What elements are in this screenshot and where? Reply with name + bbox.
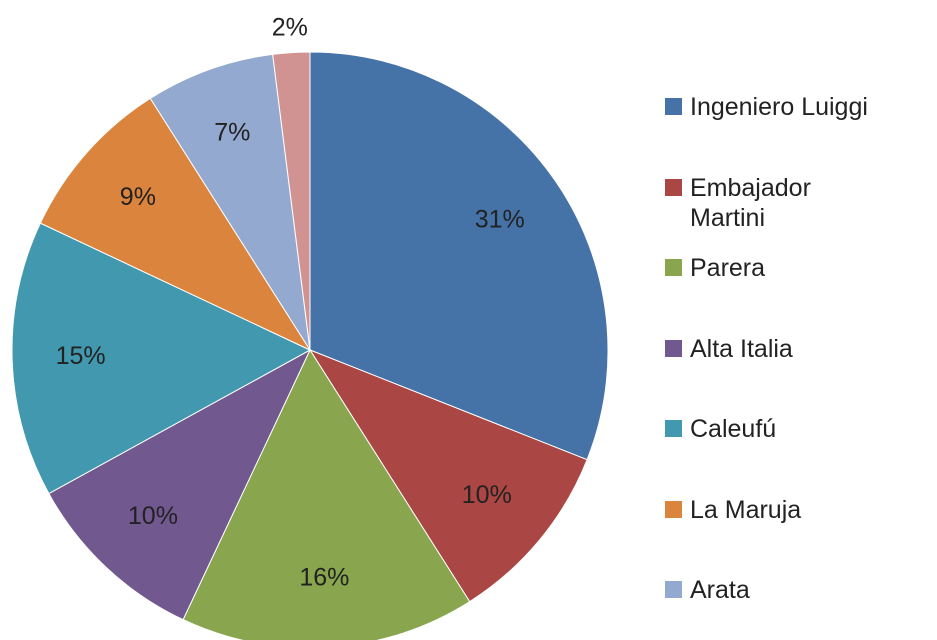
legend-swatch	[665, 420, 682, 437]
pie-slice	[308, 348, 588, 603]
legend-label: Parera	[690, 254, 766, 282]
pie-slice	[11, 222, 312, 495]
legend-label: Caleufú	[690, 415, 777, 443]
legend-swatch	[665, 98, 682, 115]
pie-slice	[149, 53, 311, 351]
pie-slice	[272, 51, 311, 351]
data-label: 15%	[56, 342, 106, 370]
legend-item: Embajador Martini	[665, 173, 885, 233]
chart: 31% 10% 16% 10% 15% 9% 7% 2%	[11, 13, 609, 640]
pie-slice	[182, 348, 471, 640]
data-label: 7%	[214, 119, 250, 147]
pie-slice	[48, 348, 312, 621]
legend-swatch	[665, 500, 682, 518]
legend-label: Arata	[690, 576, 750, 604]
data-label: 31%	[475, 206, 525, 234]
data-label: 16%	[299, 564, 349, 592]
legend-label: La Maruja	[690, 495, 802, 524]
legend-item: La Maruja	[665, 495, 885, 525]
data-label: 9%	[120, 183, 156, 211]
legend-item: Caleufú	[665, 414, 885, 444]
legend-label: Ingeniero Luiggi	[690, 93, 868, 121]
legend-item: Arata	[665, 575, 885, 605]
legend-swatch	[665, 259, 682, 276]
data-label: 2%	[272, 13, 308, 41]
legend-item: Ingeniero Luiggi	[665, 92, 885, 122]
legend-label: Alta Italia	[690, 334, 793, 363]
pie-slice	[309, 51, 609, 461]
legend-swatch	[665, 581, 682, 598]
legend-swatch	[665, 339, 682, 357]
legend-label: Embajador Martini	[690, 173, 811, 232]
legend-item: Parera	[665, 253, 885, 283]
data-label: 10%	[462, 481, 512, 509]
legend-swatch	[665, 178, 682, 196]
legend-item: Alta Italia	[665, 334, 885, 364]
pie-slice	[39, 97, 312, 352]
data-label: 10%	[128, 502, 178, 530]
